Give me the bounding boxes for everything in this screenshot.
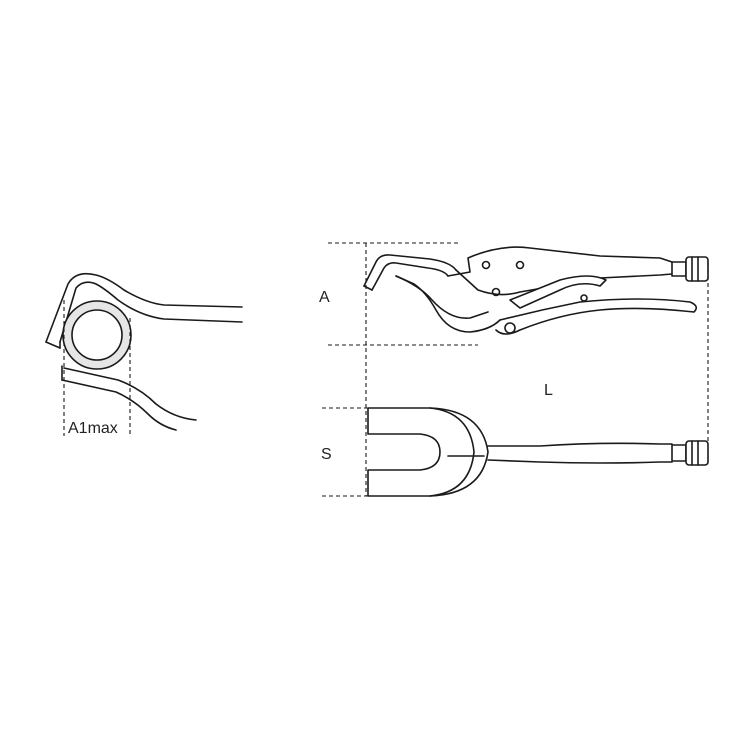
rivet-5: [580, 294, 588, 302]
top-screw-knob: [685, 440, 709, 466]
upper-jaw-tip: [45, 341, 61, 349]
pliers-top-view: [367, 407, 709, 497]
tube-inner: [71, 309, 123, 361]
lower-jaw-arm-inner: [61, 379, 177, 431]
dimension-lines: [322, 242, 709, 497]
rivet-4: [504, 322, 516, 334]
top-handle: [487, 442, 673, 447]
upper-jaw-arm-inner: [45, 272, 243, 343]
lower-jaw-inner: [395, 275, 501, 333]
rivet-3: [491, 287, 501, 297]
screw-body: [671, 261, 687, 277]
release-lever: [509, 275, 607, 309]
top-handle-lower-edge: [487, 459, 673, 464]
label-a: A: [319, 289, 330, 306]
rivet-2: [515, 260, 525, 270]
top-screw-body: [671, 444, 687, 462]
upper-jaw-inner: [371, 262, 449, 291]
label-a1max: A1max: [68, 420, 118, 437]
upper-jaw: [363, 254, 457, 287]
a1max-dimension: [63, 300, 131, 436]
lower-handle: [495, 298, 698, 335]
u-jaw-inner-band: [429, 407, 475, 497]
detail-jaw-clamp: [45, 272, 243, 431]
label-s: S: [321, 446, 332, 463]
rivet-1: [481, 260, 491, 270]
upper-body: [447, 246, 673, 277]
label-l: L: [544, 382, 553, 399]
screw-knob: [685, 256, 709, 282]
lower-jaw-arm: [63, 367, 197, 421]
upper-jaw-arm: [59, 281, 243, 343]
